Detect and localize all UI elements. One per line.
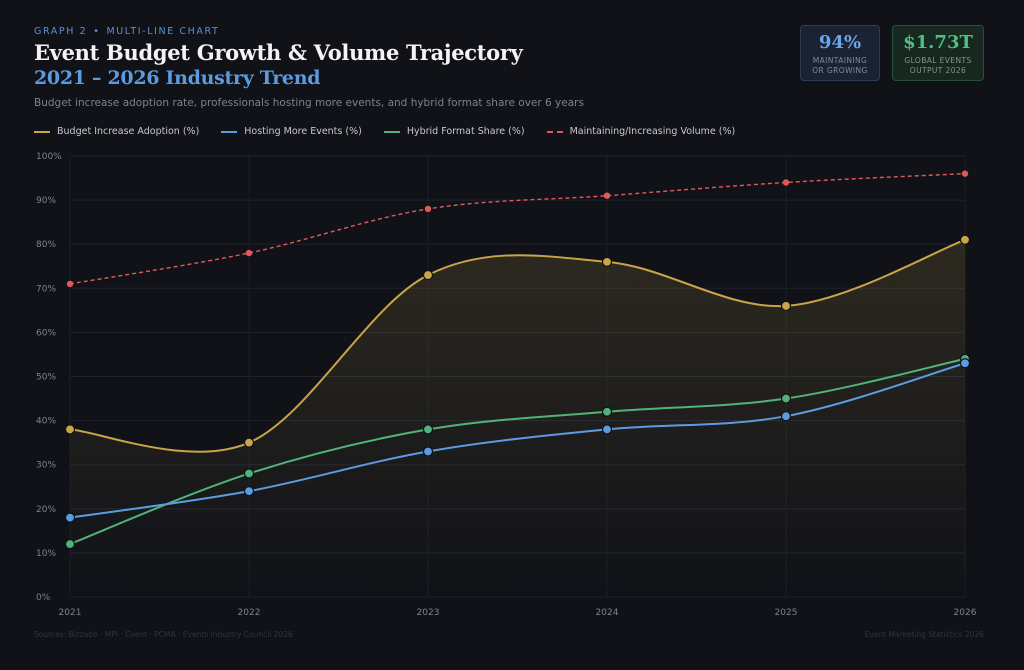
y-tick-label: 0% [36, 593, 51, 603]
y-tick-label: 20% [36, 505, 56, 515]
kpi-value: 94% [818, 32, 862, 53]
chart-title-line2: 2021 – 2026 Industry Trend [34, 67, 321, 89]
legend-swatch-hosting [221, 130, 238, 133]
x-tick-label: 2024 [596, 608, 619, 618]
series-line-budget-increase-adoption [69, 238, 966, 453]
kpi-value: $1.73T [903, 32, 973, 53]
point-maintaining-increasing-volume [961, 170, 969, 177]
legend-swatch-hybrid [383, 130, 400, 133]
series-line-maintaining-increasing-volume [69, 172, 966, 285]
point-maintaining-increasing-volume [424, 205, 432, 213]
y-tick-label: 90% [36, 196, 56, 206]
legend-label: Budget Increase Adoption (%) [57, 126, 200, 137]
point-hybrid-format-share [601, 406, 613, 417]
kicker-separator: • [93, 26, 101, 37]
y-tick-label: 50% [36, 373, 56, 383]
series-line-hybrid-format-share [69, 357, 966, 546]
y-tick-label: 60% [36, 328, 56, 338]
line-chart: 0% 10% 20% 30% 40% 50% 60% 70% 80% 90% 100% 2021 202… [36, 152, 977, 618]
legend-swatch-budget [34, 130, 50, 133]
point-budget-increase-adoption [64, 424, 76, 435]
y-tick-label: 40% [36, 417, 56, 427]
x-tick-label: 2025 [775, 608, 798, 618]
point-hosting-more-events [422, 446, 434, 457]
point-hybrid-format-share [422, 424, 434, 435]
series-line-hosting-more-events [69, 362, 966, 519]
point-maintaining-increasing-volume [782, 179, 790, 186]
point-maintaining-increasing-volume [603, 192, 611, 199]
kpi-label: MAINTAINING OR GROWING [801, 56, 879, 76]
point-hybrid-format-share [243, 468, 255, 479]
point-budget-increase-adoption [959, 234, 971, 245]
chart-sources: Sources: Bizzabo · MPI · Cvent · PCMA · … [34, 630, 293, 639]
point-budget-increase-adoption [780, 300, 792, 312]
kpi-label-line1: GLOBAL EVENTS [904, 56, 972, 65]
y-tick-label: 70% [36, 284, 56, 294]
y-tick-label: 80% [36, 240, 56, 250]
legend-swatch-volume [546, 130, 563, 133]
legend-label: Hybrid Format Share (%) [406, 126, 525, 137]
y-tick-label: 10% [36, 549, 56, 559]
kicker-chart-type: MULTI-LINE CHART [106, 26, 220, 37]
legend-item-volume[interactable]: Maintaining/Increasing Volume (%) [546, 126, 736, 137]
kpi-label-line2: OR GROWING [812, 66, 868, 75]
kpi-label: GLOBAL EVENTS OUTPUT 2026 [893, 56, 983, 76]
chart-subtitle: Budget increase adoption rate, professio… [34, 97, 584, 109]
point-hosting-more-events [243, 486, 255, 497]
point-hosting-more-events [780, 411, 792, 422]
chart-kicker: GRAPH 2 • MULTI-LINE CHART [34, 26, 219, 37]
x-tick-label: 2021 [59, 608, 82, 618]
point-maintaining-increasing-volume [66, 280, 74, 288]
kpi-label-line2: OUTPUT 2026 [909, 66, 967, 75]
chart-brand: Event Marketing Statistics 2026 [864, 630, 984, 639]
point-hosting-more-events [959, 358, 971, 369]
kpi-global-events-output: $1.73T GLOBAL EVENTS OUTPUT 2026 [892, 25, 984, 81]
chart-title: Event Budget Growth & Volume Trajectory [34, 40, 523, 65]
x-tick-label: 2023 [417, 608, 440, 618]
point-hybrid-format-share [780, 393, 792, 404]
point-maintaining-increasing-volume [245, 249, 253, 257]
point-hosting-more-events [64, 512, 76, 523]
y-tick-label: 100% [36, 152, 62, 162]
point-budget-increase-adoption [422, 269, 434, 281]
legend-item-budget[interactable]: Budget Increase Adoption (%) [34, 126, 199, 137]
point-budget-increase-adoption [243, 437, 255, 448]
legend-label: Maintaining/Increasing Volume (%) [569, 126, 736, 137]
chart-legend: Budget Increase Adoption (%) Hosting Mor… [34, 126, 735, 137]
point-hosting-more-events [601, 424, 613, 435]
y-tick-label: 30% [36, 461, 56, 471]
kicker-graph-number: GRAPH 2 [34, 26, 88, 37]
legend-label: Hosting More Events (%) [244, 126, 362, 137]
point-budget-increase-adoption [601, 256, 613, 267]
legend-item-hybrid[interactable]: Hybrid Format Share (%) [383, 126, 525, 137]
point-hybrid-format-share [64, 538, 76, 550]
x-tick-label: 2026 [954, 608, 977, 618]
legend-item-hosting[interactable]: Hosting More Events (%) [221, 126, 362, 137]
kpi-label-line1: MAINTAINING [812, 56, 868, 65]
kpi-maintaining-or-growing: 94% MAINTAINING OR GROWING [800, 25, 880, 81]
x-tick-label: 2022 [238, 608, 261, 618]
